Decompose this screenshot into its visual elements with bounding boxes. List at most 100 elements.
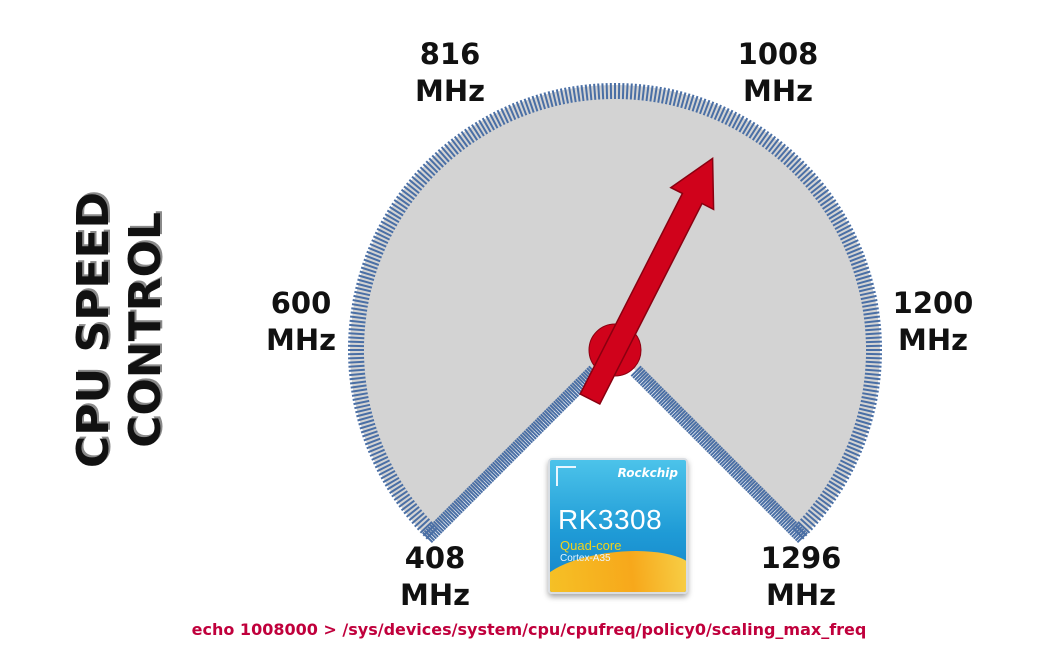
- rim-tick: [702, 99, 711, 116]
- rim-tick: [356, 411, 373, 418]
- rim-tick: [481, 117, 492, 133]
- edge-tick: [654, 389, 666, 401]
- edge-tick: [455, 498, 467, 510]
- rk3308-chip-image: Rockchip RK3308 Quad-core Cortex-A35: [548, 458, 688, 594]
- rim-tick: [605, 83, 609, 100]
- edge-tick: [711, 446, 724, 459]
- rim-tick: [467, 126, 479, 141]
- edge-tick: [752, 487, 764, 499]
- edge-tick: [530, 422, 543, 435]
- edge-tick: [553, 400, 565, 412]
- rim-tick: [625, 83, 629, 100]
- rim-tick: [500, 107, 510, 124]
- rim-tick: [352, 299, 369, 304]
- rim-tick: [362, 430, 378, 438]
- edge-tick: [464, 489, 476, 501]
- edge-tick: [545, 407, 558, 420]
- rim-tick: [838, 463, 854, 473]
- rim-tick: [854, 270, 871, 278]
- rim-tick: [405, 182, 420, 194]
- rim-tick: [572, 86, 577, 103]
- rim-tick: [496, 109, 506, 126]
- edge-tick: [423, 529, 436, 542]
- rim-tick: [348, 364, 365, 368]
- rim-tick: [411, 512, 425, 525]
- rim-tick: [865, 360, 882, 364]
- rim-tick: [735, 115, 745, 131]
- rim-tick: [854, 422, 871, 430]
- edge-tick: [425, 527, 438, 540]
- edge-tick: [663, 398, 676, 411]
- rim-tick: [653, 86, 658, 103]
- rim-tick: [356, 282, 373, 289]
- edge-tick: [421, 531, 434, 544]
- rim-tick: [862, 392, 879, 397]
- rim-tick: [349, 376, 366, 381]
- rim-tick: [863, 380, 881, 385]
- rim-tick: [788, 157, 802, 171]
- rim-tick: [864, 319, 881, 324]
- rim-tick: [411, 175, 425, 188]
- rim-tick: [799, 169, 814, 182]
- rim-tick: [535, 94, 543, 111]
- edge-tick: [510, 443, 522, 455]
- edge-tick: [456, 496, 469, 509]
- edge-tick: [794, 529, 807, 542]
- rim-tick: [695, 97, 703, 113]
- rim-tick: [405, 506, 420, 518]
- rim-tick: [839, 231, 856, 241]
- rim-tick: [849, 254, 866, 263]
- edge-tick: [743, 478, 755, 490]
- rim-tick: [724, 109, 734, 126]
- rim-tick: [838, 227, 854, 237]
- rim-tick: [860, 399, 877, 406]
- rim-tick: [865, 368, 882, 372]
- rim-tick: [799, 518, 814, 531]
- rim-tick: [539, 93, 546, 110]
- edge-tick: [565, 387, 578, 400]
- edge-tick: [776, 511, 788, 523]
- rim-tick: [661, 87, 666, 104]
- rim-tick: [774, 143, 786, 158]
- rim-tick: [358, 274, 375, 281]
- rim-tick: [865, 340, 882, 344]
- edge-tick: [671, 406, 683, 418]
- edge-tick: [501, 452, 513, 464]
- rim-tick: [396, 195, 411, 207]
- edge-tick: [477, 476, 489, 488]
- rim-tick: [863, 315, 881, 320]
- rim-tick: [374, 231, 391, 241]
- rim-tick: [460, 131, 472, 146]
- edge-tick: [772, 507, 785, 520]
- rim-tick: [444, 143, 456, 158]
- rim-tick: [839, 459, 856, 469]
- rim-tick: [819, 195, 834, 207]
- edge-tick: [720, 455, 733, 468]
- rim-tick: [680, 92, 687, 109]
- rim-tick: [684, 93, 691, 110]
- rim-tick: [380, 220, 396, 230]
- edge-tick: [508, 444, 521, 457]
- edge-tick: [761, 496, 774, 509]
- edge-tick: [796, 531, 809, 544]
- rim-tick: [350, 311, 367, 316]
- edge-tick: [704, 439, 716, 451]
- rim-tick: [425, 160, 439, 174]
- label-408-value: 408: [404, 541, 466, 575]
- rim-tick: [826, 483, 841, 494]
- rim-tick: [447, 140, 459, 155]
- edge-tick: [517, 435, 530, 448]
- rim-tick: [360, 426, 377, 434]
- rim-tick: [830, 476, 846, 487]
- rim-tick: [826, 206, 841, 217]
- rim-tick: [764, 135, 777, 150]
- rim-tick: [664, 88, 671, 105]
- rim-tick: [728, 111, 738, 127]
- edge-tick: [521, 431, 534, 444]
- edge-tick: [468, 485, 480, 497]
- rim-tick: [832, 473, 848, 484]
- rim-tick: [846, 445, 863, 454]
- rim-tick: [805, 512, 819, 525]
- edge-tick: [744, 479, 757, 492]
- edge-tick: [791, 526, 803, 538]
